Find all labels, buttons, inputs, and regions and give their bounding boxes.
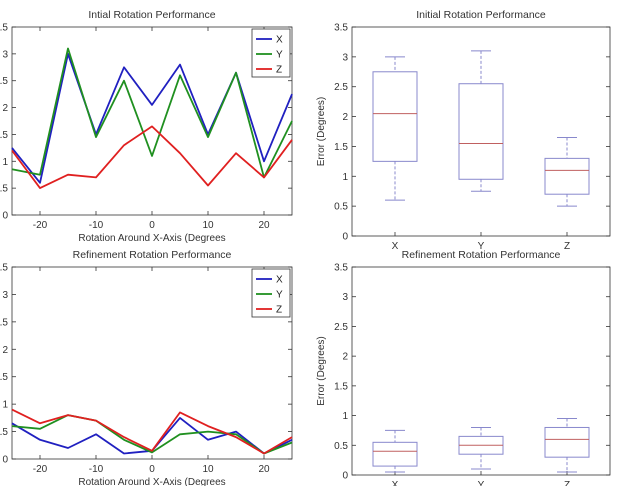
y-axis-label: Error (Degrees) — [316, 97, 327, 166]
y-tick-label: 2 — [342, 112, 348, 123]
series-line-y — [11, 414, 293, 455]
y-tick-label: 0 — [2, 455, 8, 466]
y-tick-label: 1 — [342, 172, 348, 183]
chart-title: Refinement Rotation Performance — [73, 249, 232, 261]
x-category-label: Y — [478, 480, 485, 486]
x-tick-label: -20 — [33, 464, 48, 475]
box-iqr — [544, 426, 590, 458]
x-category-label: X — [392, 241, 399, 252]
y-tick-label: 0.5 — [334, 202, 348, 213]
x-tick-label: 20 — [258, 464, 270, 475]
x-tick-label: -10 — [89, 464, 104, 475]
series-line-z — [11, 408, 293, 455]
y-tick-label: 0 — [342, 471, 348, 482]
y-tick-label: 2 — [2, 345, 8, 356]
y-tick-label: 2.5 — [334, 322, 348, 333]
legend-label: Y — [276, 290, 283, 301]
x-tick-label: 10 — [202, 220, 214, 231]
y-tick-label: 2 — [2, 103, 8, 114]
x-axis-label: Rotation Around X-Axis (Degrees — [78, 233, 225, 244]
y-tick-label: 0 — [342, 232, 348, 243]
y-tick-label: 1.5 — [0, 130, 8, 141]
x-category-label: Z — [564, 480, 570, 486]
y-tick-label: 2.5 — [334, 82, 348, 93]
y-tick-label: 0.5 — [0, 427, 8, 438]
chart-title: Refinement Rotation Performance — [402, 249, 561, 261]
chart-panel-1: Intial Rotation Performance 0 0.5 1 1.5 2 2.5 3… — [0, 9, 293, 244]
x-tick-label: 0 — [149, 220, 155, 231]
y-tick-label: 3 — [342, 292, 348, 303]
y-tick-label: 1 — [342, 411, 348, 422]
series-line-y — [11, 47, 293, 179]
box-iqr — [372, 441, 418, 467]
plot-frame — [11, 26, 293, 216]
x-tick-label: -10 — [89, 220, 104, 231]
x-axis-label: Rotation Around X-Axis (Degrees — [78, 477, 225, 486]
y-tick-label: 3.5 — [334, 23, 348, 34]
x-tick-label: 20 — [258, 220, 270, 231]
y-tick-label: 1.5 — [334, 381, 348, 392]
legend-label: X — [276, 35, 283, 46]
x-category-label: Z — [564, 241, 570, 252]
x-tick-label: -20 — [33, 220, 48, 231]
legend-label: Z — [276, 305, 282, 316]
y-tick-label: 3.5 — [334, 263, 348, 274]
series-line-x — [11, 53, 293, 184]
y-tick-label: 3 — [2, 290, 8, 301]
chart-panel-4: Refinement Rotation Performance 0 0.5 1 1.5 2… — [316, 249, 611, 486]
y-tick-label: 3 — [2, 49, 8, 60]
y-tick-label: 1.5 — [334, 142, 348, 153]
y-tick-label: 2 — [342, 352, 348, 363]
box-iqr — [458, 83, 504, 180]
legend-label: X — [276, 275, 283, 286]
y-tick-label: 2.5 — [0, 317, 8, 328]
y-tick-label: 3 — [342, 52, 348, 63]
y-axis-label: Error (Degrees) — [316, 336, 327, 405]
y-tick-label: 0.5 — [334, 441, 348, 452]
x-category-label: Y — [478, 241, 485, 252]
y-tick-label: 3.5 — [0, 263, 8, 274]
plot-frame — [351, 266, 611, 476]
chart-panel-3: Refinement Rotation Performance 0 0.5 1 1.5 2… — [0, 249, 293, 486]
y-tick-label: 1.5 — [0, 372, 8, 383]
legend-label: Y — [276, 50, 283, 61]
chart-title: Intial Rotation Performance — [88, 9, 215, 21]
legend-label: Z — [276, 65, 282, 76]
y-tick-label: 0 — [2, 211, 8, 222]
y-tick-label: 1 — [2, 400, 8, 411]
y-tick-label: 1 — [2, 157, 8, 168]
x-tick-label: 0 — [149, 464, 155, 475]
chart-panel-2: Initial Rotation Performance 0 0.5 1 1.5 2 2.5… — [316, 9, 611, 252]
y-tick-label: 3.5 — [0, 23, 8, 34]
chart-title: Initial Rotation Performance — [416, 9, 546, 21]
y-tick-label: 0.5 — [0, 184, 8, 195]
x-category-label: X — [392, 480, 399, 486]
plot-frame — [11, 266, 293, 460]
y-tick-label: 2.5 — [0, 76, 8, 87]
x-tick-label: 10 — [202, 464, 214, 475]
box-iqr — [372, 71, 418, 162]
box-iqr — [544, 157, 590, 195]
series-line-z — [11, 125, 293, 190]
